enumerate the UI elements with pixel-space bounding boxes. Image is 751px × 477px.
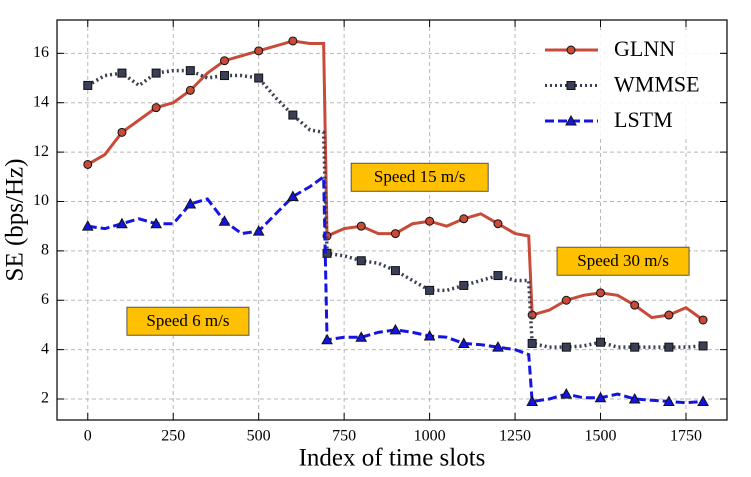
marker <box>185 85 195 95</box>
marker <box>630 342 640 352</box>
annotation-box <box>556 246 690 276</box>
marker <box>116 217 128 229</box>
marker <box>526 395 539 406</box>
x-tick-label: 500 <box>247 428 271 445</box>
y-tick-label: 2 <box>41 390 49 407</box>
marker <box>252 225 265 236</box>
legend-label: GLNN <box>614 36 675 61</box>
annotation-box <box>126 306 250 336</box>
marker <box>81 220 94 231</box>
plot-frame <box>56 19 728 421</box>
y-tick-label: 8 <box>41 242 49 259</box>
marker <box>287 190 299 202</box>
marker <box>150 217 162 229</box>
marker <box>185 66 195 76</box>
y-tick-label: 4 <box>41 340 49 357</box>
annotation-text: Speed 6 m/s <box>146 311 229 330</box>
y-tick-label: 10 <box>33 192 49 209</box>
marker <box>457 337 470 348</box>
annotation-box <box>350 162 489 192</box>
marker <box>493 219 503 229</box>
marker <box>594 391 607 403</box>
annotation: Speed 15 m/s <box>350 162 489 192</box>
marker <box>493 271 503 281</box>
marker <box>151 68 161 78</box>
marker <box>322 248 332 258</box>
marker <box>697 395 709 406</box>
marker <box>423 330 436 341</box>
marker <box>355 331 368 342</box>
y-tick-label: 14 <box>33 93 49 110</box>
marker <box>83 80 93 90</box>
marker <box>425 216 435 226</box>
marker <box>663 395 675 406</box>
marker <box>390 229 400 239</box>
marker <box>628 392 641 404</box>
marker <box>184 197 197 209</box>
annotation-text: Speed 15 m/s <box>374 167 466 186</box>
x-tick-label: 1250 <box>499 428 531 445</box>
marker <box>220 56 229 66</box>
marker <box>254 46 264 56</box>
marker <box>527 338 537 348</box>
marker <box>459 214 469 224</box>
marker <box>698 341 708 351</box>
x-tick-label: 1750 <box>670 428 702 445</box>
x-tick-label: 0 <box>84 428 92 445</box>
marker <box>288 36 298 46</box>
series-line <box>87 173 704 405</box>
marker <box>425 285 435 295</box>
marker <box>254 73 264 83</box>
annotation-text: Speed 30 m/s <box>577 251 669 270</box>
marker <box>492 341 504 352</box>
x-tick-label: 1500 <box>585 428 617 445</box>
marker <box>560 388 573 399</box>
marker <box>389 323 402 335</box>
annotation: Speed 30 m/s <box>556 246 690 276</box>
marker <box>698 315 708 325</box>
marker <box>321 333 333 345</box>
x-tick-label: 250 <box>161 428 185 445</box>
marker <box>566 81 576 90</box>
legend-label: WMMSE <box>614 72 700 97</box>
marker <box>459 280 469 290</box>
y-tick-label: 6 <box>41 291 49 308</box>
marker <box>356 256 366 266</box>
x-axis-label: Index of time slots <box>299 445 486 472</box>
marker <box>220 71 229 81</box>
y-tick-label: 12 <box>33 143 49 160</box>
x-tick-label: 750 <box>332 428 356 445</box>
y-tick-label: 16 <box>33 44 49 61</box>
legend-label: LSTM <box>614 107 673 132</box>
x-tick-label: 1000 <box>414 428 446 445</box>
marker <box>630 300 640 310</box>
annotation: Speed 6 m/s <box>126 306 250 336</box>
legend: GLNN WMMSE LSTM <box>535 30 720 138</box>
marker <box>356 221 366 231</box>
marker <box>151 103 161 113</box>
marker <box>117 68 127 78</box>
marker <box>83 159 93 169</box>
marker <box>390 266 400 276</box>
marker <box>565 114 577 126</box>
y-axis-label: SE (bps/Hz) <box>2 159 29 282</box>
series-line <box>86 68 704 349</box>
marker <box>664 342 674 352</box>
marker <box>566 45 576 55</box>
marker <box>561 342 571 352</box>
marker <box>117 127 127 137</box>
marker <box>561 295 571 305</box>
marker <box>288 110 298 120</box>
marker <box>218 215 231 226</box>
marker <box>596 337 606 347</box>
marker <box>596 288 606 298</box>
marker <box>664 310 674 320</box>
